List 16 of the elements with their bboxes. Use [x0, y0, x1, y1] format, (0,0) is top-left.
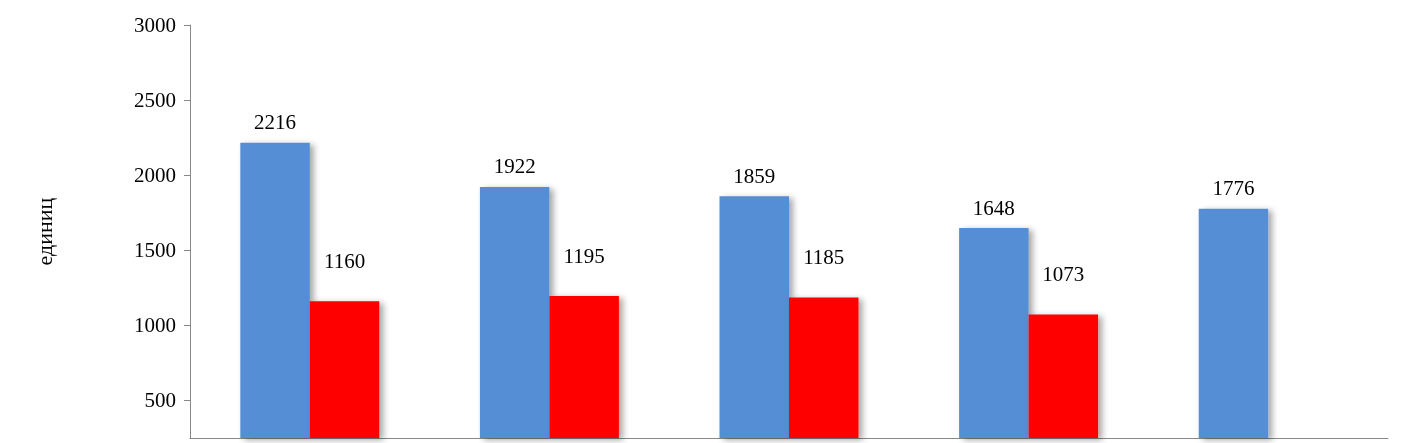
y-tick-label: 2000 [134, 163, 176, 188]
y-tick-label: 2500 [134, 88, 176, 113]
data-label: 2216 [254, 110, 297, 135]
data-label: 1185 [803, 245, 845, 270]
data-label: 1922 [493, 154, 536, 179]
data-label: 1648 [972, 195, 1015, 220]
y-axis-title: единиц [31, 197, 57, 266]
data-label: 1195 [563, 243, 605, 268]
data-label: 1776 [1212, 176, 1255, 201]
data-label: 1073 [1042, 261, 1085, 286]
data-label: 1160 [323, 248, 366, 273]
y-tick-label: 500 [144, 388, 176, 413]
data-label: 1859 [733, 163, 776, 188]
y-tick-label: 1500 [134, 238, 176, 263]
y-tick-label: 1000 [134, 313, 176, 338]
y-tick-label: 3000 [134, 13, 176, 37]
